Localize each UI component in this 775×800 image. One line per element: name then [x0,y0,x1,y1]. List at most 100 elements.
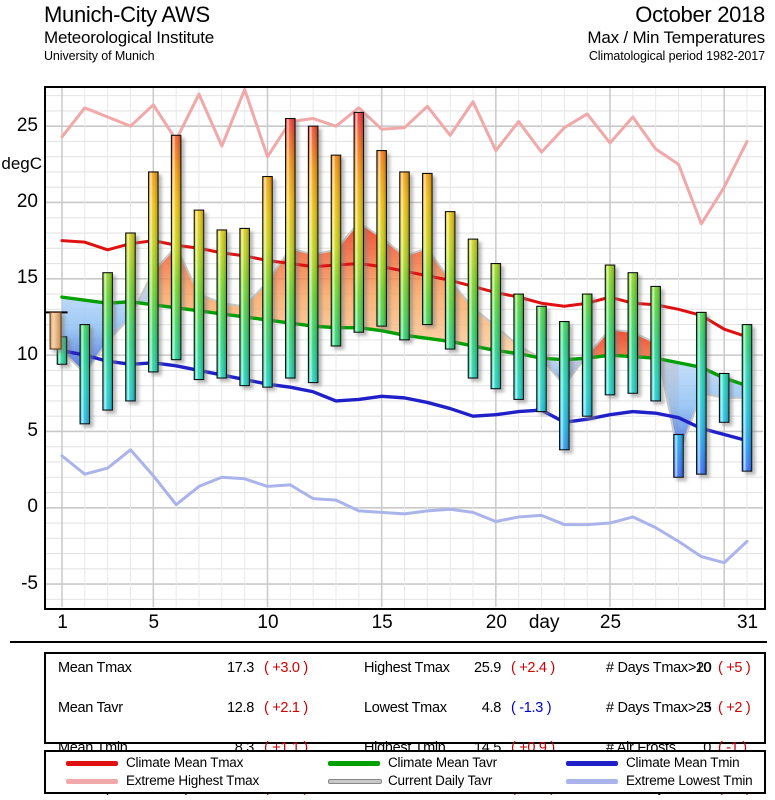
chart-canvas [46,88,764,608]
x-axis-label: day [528,612,560,633]
bar-gloss [194,210,204,379]
bar-gloss [423,174,432,325]
chart-plot-area [44,86,766,610]
bar-day-24[interactable] [581,293,593,417]
daily-range-bars [56,111,753,478]
report-subtitle: Max / Min Temperatures [587,28,765,47]
bar-day-2[interactable] [79,324,91,425]
x-tick-15: 15 [371,612,393,633]
bar-day-29[interactable] [696,311,707,475]
bar-gloss [103,273,112,410]
bar-day-31[interactable] [741,324,753,472]
x-axis-labels: 1 5 10 15 20 25 31 day [44,612,766,642]
line-climate-mean-tmin [60,348,749,443]
institute-name: Meteorological Institute [44,28,215,47]
legend-swatch [66,779,118,784]
y-tick-20: 20 [16,190,38,212]
bar-gloss [560,322,569,450]
bar-gloss [628,273,637,393]
bar-gloss [514,294,523,399]
statistics-grid: Mean Tmax 17.3 ( +3.0 ) Highest Tmax 25.9 ( +… [46,654,764,796]
stat-anomaly: ( -1.3 ) [511,700,552,716]
stat-label: # Days Tmax>25 [606,700,712,716]
bar-day-19[interactable] [467,238,479,379]
stat-label: Mean Tmax [58,660,132,676]
bar-day-5[interactable] [148,171,159,373]
chart-legend: Climate Mean Tmax Extreme Highest Tmax Cli… [44,750,766,794]
bar-gloss [331,155,341,346]
bar-day-13[interactable] [330,154,342,347]
cool-anomaly-band [655,342,748,456]
bar-day-25[interactable] [604,264,616,396]
bar-gloss [240,229,249,386]
stats-row: Mean Tmax 17.3 ( +3.0 ) Highest Tmax 25.9 ( +… [46,658,764,678]
statistics-table: Mean Tmax 17.3 ( +3.0 ) Highest Tmax 25.9 ( +… [44,652,766,796]
bar-day-16[interactable] [399,171,410,341]
legend-swatch [328,761,380,766]
bar-day-27[interactable] [650,285,661,402]
y-tick-neg5: -5 [21,572,38,594]
legend-swatch [328,779,382,784]
x-tick-10: 10 [257,612,279,633]
bar-gloss [468,239,478,378]
bar-gloss [377,151,386,326]
x-tick-1: 1 [57,612,68,633]
y-tick-25: 25 [16,114,38,136]
bar-day-15[interactable] [376,150,387,327]
bar-gloss [720,374,729,422]
bar-day-18[interactable] [444,211,456,350]
stat-anomaly: ( +2 ) [718,700,751,716]
bar-gloss [354,113,363,332]
bar-day-20[interactable] [490,262,502,390]
bar-day-3[interactable] [102,272,113,411]
line-extreme-lowest-tmin [60,448,749,565]
bar-day-9[interactable] [239,227,250,387]
bar-gloss [309,126,318,383]
x-tick-31: 31 [736,612,759,633]
stats-row: Mean Tavr 12.8 ( +2.1 ) Lowest Tmax 4.8 ( -1.… [46,698,764,718]
legend-label: Climate Mean Tmin [626,755,740,770]
bar-day-26[interactable] [627,272,639,394]
bar-day-12[interactable] [307,125,319,384]
bar-day-22[interactable] [536,305,547,413]
bar-day-10[interactable] [262,175,273,388]
legend-swatch [66,761,118,766]
bar-day-6[interactable] [170,134,182,361]
bar-gloss [651,287,660,401]
stat-anomaly: ( +3.0 ) [264,660,308,676]
bar-gloss [742,325,752,471]
bar-gloss [57,337,67,364]
y-tick-15: 15 [16,267,38,289]
bar-gloss [674,435,683,477]
bar-day-21[interactable] [513,293,524,400]
legend-label: Climate Mean Tavr [388,755,497,770]
y-tick-10: 10 [16,343,38,365]
legend-swatch [566,779,618,784]
grid-lines [46,88,763,607]
monthly-mean-marker [46,311,68,350]
header-left: Munich-City AWS Meteorological Institute… [44,2,214,65]
temperature-chart-svg [46,88,763,607]
bar-day-17[interactable] [422,172,433,326]
bar-day-14[interactable] [353,111,365,333]
stat-value: 0 [703,740,711,756]
stat-anomaly: ( +2.4 ) [511,660,555,676]
legend-swatch [566,761,618,766]
warm-anomaly-band [130,222,565,386]
stat-value: 17.3 [226,660,254,676]
bar-day-11[interactable] [285,117,296,379]
bar-day-8[interactable] [216,229,228,379]
stat-anomaly: ( +2.1 ) [264,700,308,716]
bar-day-28[interactable] [673,433,684,478]
y-tick-0: 0 [27,496,38,518]
bar-day-7[interactable] [193,209,205,381]
stat-value: 25.9 [473,660,501,676]
bar-day-23[interactable] [559,321,570,451]
bar-gloss [400,172,409,340]
stat-label: # Days Tmax>20 [606,660,712,676]
bar-day-30[interactable] [718,372,730,423]
monthly-mean-bar [49,311,62,350]
bar-day-4[interactable] [125,232,136,402]
bar-day-1[interactable] [56,336,68,365]
bar-gloss [126,233,135,401]
